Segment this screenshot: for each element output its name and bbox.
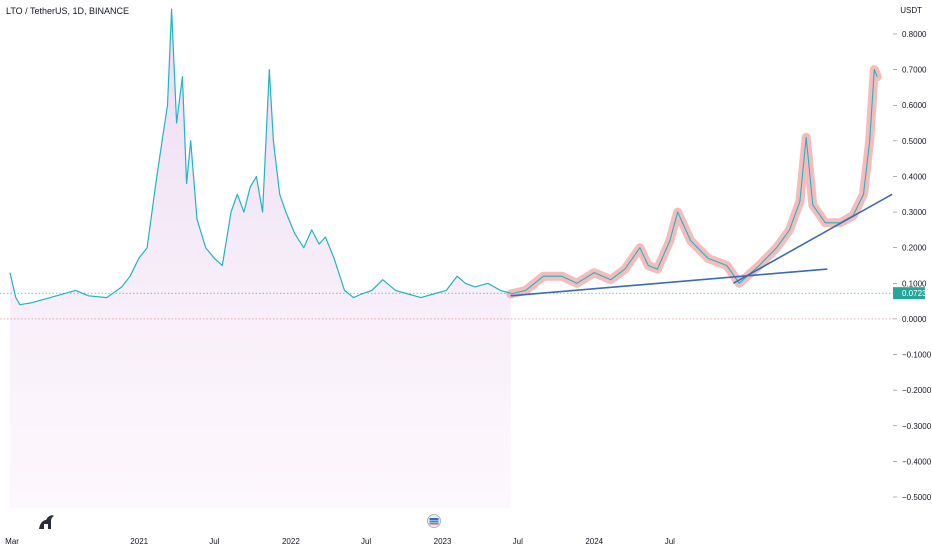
trend-line[interactable] <box>733 193 893 285</box>
y-tick-label: 0.5000 <box>902 137 927 146</box>
x-tick-label: Jul <box>361 537 371 546</box>
price-area-fill <box>9 9 511 508</box>
current-price-label: 0.0723 <box>902 289 927 298</box>
projection-highlight <box>506 65 882 299</box>
trend-line[interactable] <box>510 268 828 297</box>
x-tick-label: Jul <box>209 537 219 546</box>
y-tick-label: 0.3000 <box>902 208 927 217</box>
y-tick-label: −0.5000 <box>902 493 932 502</box>
globe-flag-icon[interactable] <box>427 514 441 528</box>
y-tick-label: −0.1000 <box>902 351 932 360</box>
x-tick-label: Jul <box>665 537 675 546</box>
y-tick-label: 0.8000 <box>902 30 927 39</box>
x-tick-label: Mar <box>5 537 19 546</box>
current-price-tag <box>893 287 925 300</box>
plot-area <box>0 8 893 508</box>
x-tick-label: 2021 <box>130 537 148 546</box>
y-tick-label: 0.2000 <box>902 244 927 253</box>
price-axis: 0.8000 0.7000 0.6000 0.5000 0.4000 0.3000 0.20… <box>893 30 932 502</box>
x-tick-label: 2024 <box>585 537 603 546</box>
y-tick-label: 0.0000 <box>902 315 927 324</box>
y-tick-label: −0.3000 <box>902 422 932 431</box>
symbol-title[interactable]: LTO / TetherUS, 1D, BINANCE <box>6 6 130 16</box>
y-tick-label: 0.7000 <box>902 66 927 75</box>
y-tick-label: −0.4000 <box>902 457 932 466</box>
x-tick-label: 2023 <box>434 537 452 546</box>
y-tick-label: 0.4000 <box>902 172 927 181</box>
projection-line <box>510 69 878 295</box>
x-tick-label: 2022 <box>282 537 300 546</box>
y-tick-label: 0.1000 <box>902 279 927 288</box>
price-line <box>9 8 511 306</box>
y-tick-label: 0.6000 <box>902 101 927 110</box>
tradingview-logo-icon[interactable] <box>36 510 58 532</box>
x-tick-label: Jul <box>513 537 523 546</box>
axis-unit-label: USDT <box>900 6 922 15</box>
time-axis: Mar 2021 Jul 2022 Jul 2023 Jul 2024 Jul <box>5 537 675 546</box>
y-tick-label: −0.2000 <box>902 386 932 395</box>
